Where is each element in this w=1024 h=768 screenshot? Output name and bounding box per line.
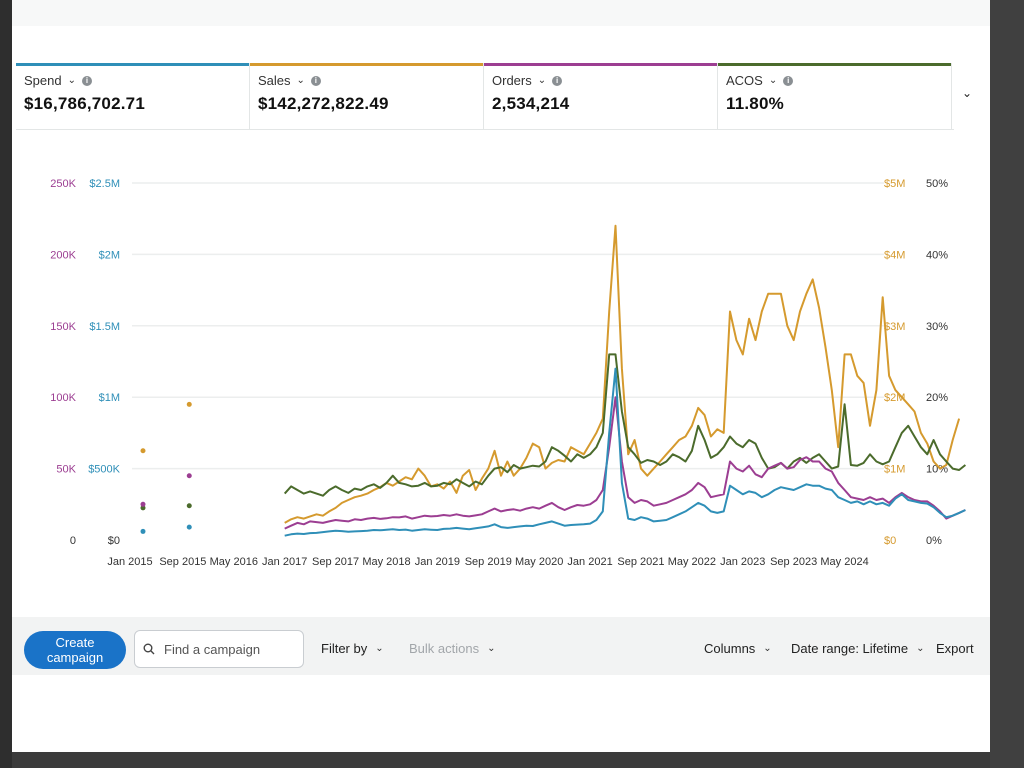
acos-axis-tick: 0% <box>926 535 942 547</box>
x-axis-tick: Sep 2023 <box>770 556 817 568</box>
metrics-row: Spend ⌄ i $16,786,702.71 Sales ⌄ i $142,272,… <box>16 63 954 130</box>
data-point-acos <box>140 505 146 511</box>
metric-spend[interactable]: Spend ⌄ i $16,786,702.71 <box>16 63 250 129</box>
series-line-spend <box>284 367 966 537</box>
spend-axis-tick: $2.5M <box>89 178 120 190</box>
metric-acos-value: 11.80% <box>726 94 784 113</box>
chevron-down-icon: ⌄ <box>487 643 496 654</box>
x-axis-tick: Sep 2019 <box>465 556 512 568</box>
sales-axis-tick: $1M <box>884 464 905 476</box>
series-line-sales <box>284 224 961 524</box>
monitor-bezel-right <box>990 0 1024 768</box>
metric-acos[interactable]: ACOS ⌄ i 11.80% <box>718 63 952 129</box>
orders-axis-tick: 200K <box>50 249 76 261</box>
acos-axis-tick: 50% <box>926 178 948 190</box>
metric-spend-color-bar <box>16 63 249 66</box>
metric-sales[interactable]: Sales ⌄ i $142,272,822.49 <box>250 63 484 129</box>
metric-acos-label: ACOS <box>726 73 763 88</box>
series-line-orders <box>284 396 966 530</box>
chevron-down-icon: ⌄ <box>916 643 925 654</box>
x-axis-tick: Jan 2019 <box>415 556 460 568</box>
filter-by-dropdown[interactable]: Filter by ⌄ <box>321 641 384 656</box>
metric-orders-color-bar <box>484 63 717 66</box>
orders-axis-tick: 100K <box>50 392 76 404</box>
data-point-sales <box>186 401 192 407</box>
spend-axis-tick: $2M <box>99 249 120 261</box>
metric-orders-value: 2,534,214 <box>492 94 570 113</box>
metric-acos-color-bar <box>718 63 951 66</box>
chevron-down-icon[interactable]: ⌄ <box>768 75 778 86</box>
data-point-orders <box>140 501 146 507</box>
acos-axis-tick: 30% <box>926 321 948 333</box>
campaign-toolbar: Create campaign Filter by ⌄ Bulk actions ⌄… <box>12 617 990 675</box>
x-axis-tick: May 2020 <box>515 556 563 568</box>
top-strip <box>12 0 990 26</box>
bulk-actions-label: Bulk actions <box>409 641 480 656</box>
x-axis-tick: Jan 2023 <box>720 556 765 568</box>
chevron-down-icon[interactable]: ⌄ <box>67 75 76 86</box>
metric-sales-label: Sales <box>258 73 291 88</box>
sales-axis-tick: $5M <box>884 178 905 190</box>
orders-axis-tick: 50K <box>56 464 76 476</box>
export-label: Export <box>936 641 974 656</box>
spend-axis-tick: $0 <box>108 535 120 547</box>
x-axis-tick: Sep 2015 <box>159 556 206 568</box>
info-icon[interactable]: i <box>552 75 563 86</box>
metric-spend-label: Spend <box>24 73 62 88</box>
bulk-actions-dropdown[interactable]: Bulk actions ⌄ <box>409 641 495 656</box>
info-icon[interactable]: i <box>310 75 321 86</box>
columns-dropdown[interactable]: Columns ⌄ <box>704 641 772 656</box>
x-axis-tick: Jan 2015 <box>107 556 152 568</box>
x-axis-tick: May 2022 <box>668 556 716 568</box>
acos-axis-tick: 40% <box>926 249 948 261</box>
columns-label: Columns <box>704 641 756 656</box>
filter-by-label: Filter by <box>321 641 368 656</box>
dashboard-screen: Spend ⌄ i $16,786,702.71 Sales ⌄ i $142,272,… <box>12 0 990 752</box>
chevron-down-icon: ⌄ <box>763 643 772 654</box>
series-line-acos <box>283 353 967 497</box>
x-axis-tick: May 2024 <box>820 556 868 568</box>
x-axis-tick: Sep 2017 <box>312 556 359 568</box>
info-icon[interactable]: i <box>783 75 794 86</box>
data-point-acos <box>186 503 192 509</box>
metric-orders[interactable]: Orders ⌄ i 2,534,214 <box>484 63 718 129</box>
data-point-spend <box>186 524 192 530</box>
sales-axis-tick: $3M <box>884 321 905 333</box>
search-input[interactable] <box>162 640 296 658</box>
performance-chart: 0 $0 $0 0%50K $500K $1M 10%100K $1M $2M 20%150K $1… <box>50 178 967 568</box>
monitor-bezel-left <box>0 0 12 768</box>
spend-axis-tick: $1M <box>99 392 120 404</box>
x-axis-tick: Jan 2021 <box>567 556 612 568</box>
x-axis-tick: May 2016 <box>210 556 258 568</box>
spend-axis-tick: $500K <box>88 464 120 476</box>
metric-orders-label: Orders <box>492 73 532 88</box>
orders-axis-tick: 0 <box>70 535 76 547</box>
chevron-down-icon[interactable]: ⌄ <box>537 75 547 86</box>
export-button[interactable]: Export <box>936 641 974 656</box>
expand-metrics-chevron-icon[interactable]: ⌄ <box>962 86 973 100</box>
sales-axis-tick: $0 <box>884 535 896 547</box>
sales-axis-tick: $4M <box>884 249 905 261</box>
acos-axis-tick: 20% <box>926 392 948 404</box>
x-axis-tick: Sep 2021 <box>617 556 664 568</box>
metric-sales-value: $142,272,822.49 <box>258 94 389 113</box>
search-box[interactable] <box>134 630 304 668</box>
orders-axis-tick: 250K <box>50 178 76 190</box>
date-range-label: Date range: Lifetime <box>791 641 909 656</box>
create-campaign-button[interactable]: Create campaign <box>24 631 126 669</box>
date-range-dropdown[interactable]: Date range: Lifetime ⌄ <box>791 641 924 656</box>
search-icon <box>143 643 155 655</box>
x-axis-tick: May 2018 <box>362 556 410 568</box>
metric-sales-color-bar <box>250 63 483 66</box>
metric-spend-value: $16,786,702.71 <box>24 94 145 113</box>
data-point-orders <box>186 473 192 479</box>
data-point-spend <box>140 528 146 534</box>
spend-axis-tick: $1.5M <box>89 321 120 333</box>
data-point-sales <box>140 448 146 454</box>
chevron-down-icon[interactable]: ⌄ <box>296 75 305 86</box>
info-icon[interactable]: i <box>81 75 92 86</box>
orders-axis-tick: 150K <box>50 321 76 333</box>
chevron-down-icon: ⌄ <box>375 643 384 654</box>
x-axis-tick: Jan 2017 <box>262 556 307 568</box>
